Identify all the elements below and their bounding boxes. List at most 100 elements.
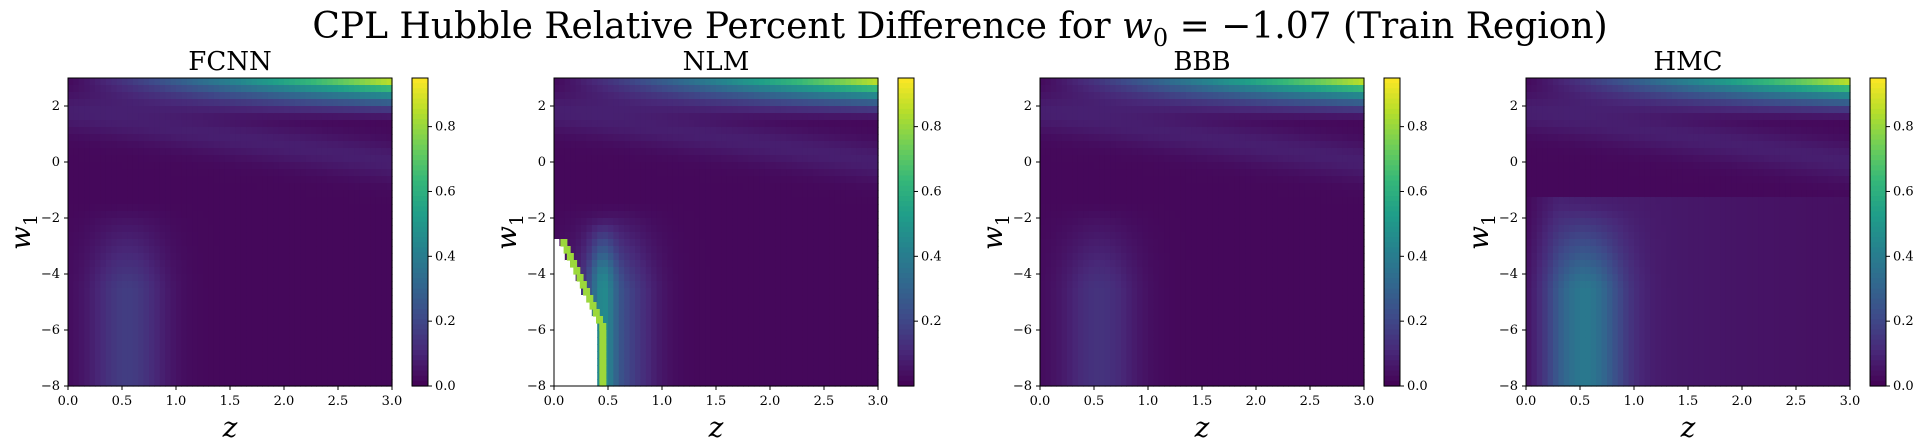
heatmap-cell (305, 239, 312, 247)
heatmap-cell (775, 155, 782, 163)
heatmap-cell (597, 134, 604, 142)
heatmap-cell (305, 274, 312, 282)
heatmap-cell (699, 260, 706, 268)
heatmap-cell (813, 92, 820, 100)
heatmap-cell (645, 330, 652, 338)
heatmap-cell (116, 197, 123, 205)
heatmap-cell (640, 134, 647, 142)
heatmap-cell (170, 260, 177, 268)
heatmap-cell (154, 337, 161, 345)
heatmap-cell (370, 127, 377, 135)
heatmap-cell (662, 330, 668, 338)
heatmap-cell (764, 218, 771, 226)
heatmap-cell (321, 379, 328, 387)
heatmap-cell (386, 379, 393, 387)
heatmap-cell (807, 351, 814, 359)
heatmap-cell (613, 337, 620, 345)
heatmap-cell (208, 162, 215, 170)
heatmap-cell (818, 106, 825, 114)
heatmap-cell (770, 92, 776, 100)
heatmap-cell (321, 337, 328, 345)
colorbar-segment (412, 78, 428, 84)
heatmap-cell (116, 344, 123, 352)
heatmap-cell (575, 134, 582, 142)
heatmap-cell (813, 127, 820, 135)
heatmap-cell (770, 302, 776, 310)
heatmap-cell (667, 225, 674, 233)
heatmap-cell (240, 316, 247, 324)
heatmap-cell (181, 232, 188, 240)
heatmap-cell (743, 379, 749, 387)
heatmap-cell (381, 120, 388, 128)
heatmap-cell (386, 211, 393, 219)
heatmap-cell (770, 365, 776, 373)
heatmap-cell (797, 288, 803, 296)
heatmap-cell (224, 78, 231, 86)
heatmap-cell (311, 253, 317, 261)
heatmap-cell (683, 344, 690, 352)
heatmap-cell (764, 162, 771, 170)
heatmap-cell (586, 155, 593, 163)
heatmap-cell (68, 120, 74, 128)
heatmap-cell (365, 309, 371, 317)
heatmap-cell (219, 239, 226, 247)
heatmap-cell (316, 358, 323, 366)
heatmap-cell (608, 372, 614, 380)
heatmap-cell (824, 239, 830, 247)
heatmap-cell (273, 113, 280, 121)
heatmap-cell (186, 330, 193, 338)
heatmap-cell (645, 92, 652, 100)
heatmap-cell (181, 260, 188, 268)
heatmap-cell (186, 239, 193, 247)
colorbar-segment (412, 119, 428, 125)
heatmap-cell (95, 120, 101, 128)
heatmap-cell (343, 295, 350, 303)
heatmap-cell (651, 155, 658, 163)
heatmap-cell (813, 358, 820, 366)
heatmap-cell (300, 197, 307, 205)
heatmap-cell (602, 204, 609, 212)
heatmap-cell (289, 323, 296, 331)
heatmap-cell (662, 190, 668, 198)
heatmap-cell (651, 190, 658, 198)
heatmap-cell (597, 211, 604, 219)
heatmap-cell (327, 330, 334, 338)
heatmap-cell (710, 218, 717, 226)
heatmap-cell (316, 330, 323, 338)
heatmap-cell (640, 183, 647, 191)
heatmap-cell (591, 274, 598, 282)
heatmap-cell (737, 92, 744, 100)
heatmap-cell (775, 99, 782, 107)
heatmap-cell (699, 190, 706, 198)
heatmap-cell (575, 155, 582, 163)
heatmap-cell (262, 281, 269, 289)
x-axis-label: z (222, 411, 238, 444)
heatmap-cell (716, 148, 722, 156)
heatmap-cell (338, 211, 344, 219)
heatmap-cell (321, 99, 328, 107)
heatmap-cell (667, 267, 674, 275)
heatmap-cell (111, 365, 118, 373)
heatmap-cell (122, 183, 128, 191)
heatmap-cell (656, 239, 663, 247)
heatmap-cell (278, 302, 285, 310)
heatmap-cell (100, 330, 107, 338)
heatmap-cell (273, 372, 280, 380)
heatmap-cell (651, 148, 658, 156)
heatmap-cell (267, 211, 274, 219)
heatmap-cell (743, 78, 749, 86)
heatmap-cell (586, 127, 593, 135)
heatmap-cell (753, 309, 760, 317)
heatmap-cell (116, 232, 123, 240)
heatmap-cell (294, 344, 301, 352)
heatmap-cell (748, 281, 755, 289)
heatmap-cell (689, 379, 695, 387)
heatmap-cell (613, 365, 620, 373)
heatmap-cell (554, 197, 560, 205)
heatmap-cell (246, 85, 253, 93)
heatmap-cell (829, 85, 836, 93)
heatmap-cell (786, 127, 793, 135)
heatmap-cell (284, 379, 290, 387)
heatmap-cell (251, 302, 258, 310)
